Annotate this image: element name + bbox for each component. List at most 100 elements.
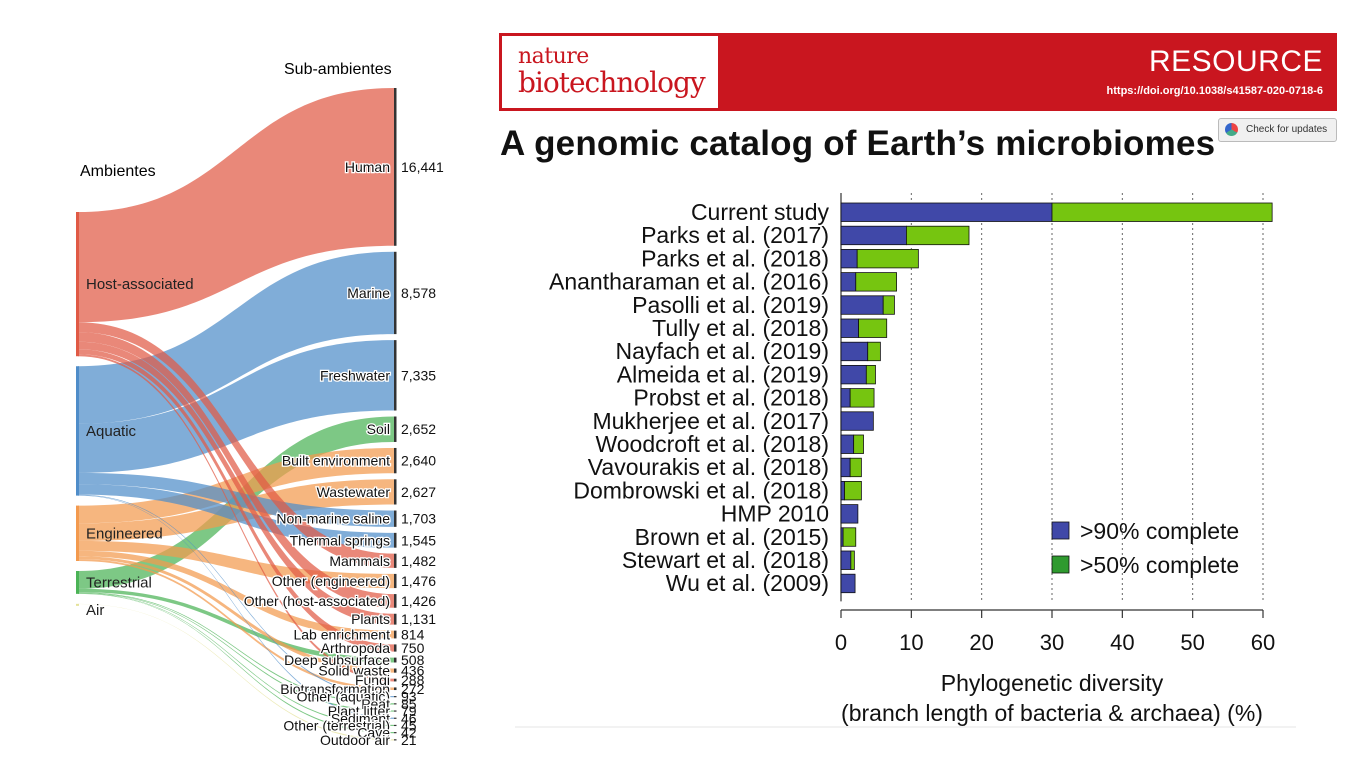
x-tick-label: 0: [835, 630, 847, 655]
category-label: HMP 2010: [721, 501, 829, 527]
sankey-target-value: 46: [401, 710, 417, 726]
sankey-source-label: Host-associated: [86, 276, 194, 293]
sankey-flow: [78, 341, 394, 625]
sankey-target-node: [394, 732, 397, 734]
bar-90-complete: [840, 225, 907, 246]
legend-swatch-50: [1051, 555, 1070, 574]
sankey-target-node: [394, 251, 397, 335]
logo-line-biotechnology: biotechnology: [518, 66, 706, 99]
legend-label-50: >50% complete: [1080, 552, 1239, 578]
sankey-source-node: [76, 570, 79, 594]
bar-50-complete: [882, 295, 895, 315]
sankey-target-label: Fungi: [355, 672, 390, 688]
sankey-target-value: 45: [401, 717, 417, 733]
sankey-flow: [78, 593, 394, 727]
sankey-target-label: Other (host-associated): [244, 593, 390, 609]
sankey-target-value: 16,441: [401, 159, 444, 175]
sankey-target-label: Wastewater: [317, 484, 391, 500]
sankey-target-label: Other (aquatic): [297, 689, 390, 705]
category-label: Nayfach et al. (2019): [615, 338, 829, 364]
bar-90-complete: [840, 272, 857, 292]
bar-90-complete: [840, 480, 845, 501]
sankey-target-value: 1,131: [401, 611, 436, 627]
category-label: Almeida et al. (2019): [617, 361, 829, 387]
sankey-target-value: 288: [401, 672, 425, 688]
sankey-flow: [78, 592, 394, 705]
bar-90-complete: [840, 434, 855, 454]
sankey-source-node: [76, 212, 79, 357]
sankey-target-node: [394, 573, 397, 589]
sankey-target-node: [394, 644, 397, 652]
sankey-target-node: [394, 710, 397, 712]
category-label: Stewart et al. (2018): [622, 547, 829, 573]
check-updates-label: Check for updates: [1246, 124, 1328, 135]
x-tick-label: 50: [1180, 630, 1204, 655]
sankey-target-value: 21: [401, 732, 417, 748]
sankey-target-label: Non-marine saline: [276, 511, 390, 527]
x-axis-subtitle: (branch length of bacteria & archaea) (%…: [841, 700, 1263, 726]
sankey-target-label: Other (terrestrial): [283, 717, 390, 733]
category-label: Current study: [691, 199, 830, 225]
sankey-target-node: [394, 739, 397, 741]
bar-50-complete: [849, 388, 875, 408]
sankey-target-value: 8,578: [401, 285, 436, 301]
sankey-target-label: Plant litter: [328, 703, 391, 719]
sankey-target-node: [394, 532, 397, 548]
sankey-target-label: Cave: [357, 725, 390, 741]
bar-90-complete: [840, 202, 1053, 222]
sankey-target-node: [394, 594, 397, 608]
sankey-target-node: [394, 553, 397, 568]
bar-90-complete: [840, 318, 859, 338]
sankey-flow: [78, 349, 394, 652]
category-label: Anantharaman et al. (2016): [549, 269, 829, 295]
bar-90-complete: [840, 411, 874, 431]
bar-50-complete: [1051, 202, 1273, 222]
sankey-flow: [78, 494, 394, 698]
sankey-target-label: Mammals: [329, 553, 390, 569]
category-label: Dombrowski et al. (2018): [573, 477, 829, 503]
check-updates-button[interactable]: Check for updates: [1218, 118, 1337, 142]
bar-50-complete: [855, 272, 897, 292]
journal-logo: nature biotechnology: [502, 36, 718, 108]
sankey-target-value: 750: [401, 640, 425, 656]
category-label: Brown et al. (2015): [635, 524, 829, 550]
bar-90-complete: [840, 248, 858, 269]
bar-50-complete: [858, 318, 888, 338]
sankey-target-value: 1,545: [401, 532, 436, 548]
sankey-target-value: 93: [401, 689, 417, 705]
sankey-flow: [78, 332, 394, 608]
sankey-target-node: [394, 416, 397, 442]
ambientes-label: Ambientes: [80, 163, 156, 180]
sankey-target-value: 42: [401, 725, 417, 741]
sankey-target-node: [394, 510, 397, 527]
sankey-target-value: 814: [401, 627, 425, 643]
x-tick-label: 30: [1040, 630, 1064, 655]
bar-90-complete: [840, 388, 851, 408]
category-label: Mukherjee et al. (2017): [592, 408, 829, 434]
sankey-target-label: Outdoor air: [320, 732, 390, 748]
journal-header: nature biotechnology RESOURCE https://do…: [499, 33, 1337, 111]
subambientes-label: Sub-ambientes: [284, 61, 392, 78]
bar-50-complete: [865, 364, 876, 385]
sankey-target-value: 79: [401, 703, 417, 719]
doi-link[interactable]: https://doi.org/10.1038/s41587-020-0718-…: [1106, 85, 1323, 97]
sankey-target-label: Other (engineered): [272, 573, 390, 589]
sankey-flow: [78, 588, 394, 663]
legend-label-90: >90% complete: [1080, 518, 1239, 544]
sankey-target-label: Deep subsurface: [284, 652, 390, 668]
x-tick-label: 60: [1251, 630, 1275, 655]
sankey-target-value: 85: [401, 696, 417, 712]
x-tick-label: 20: [969, 630, 993, 655]
sankey-flow: [78, 550, 394, 639]
sankey-target-node: [394, 630, 397, 639]
x-tick-label: 10: [899, 630, 923, 655]
sankey-target-label: Sediment: [331, 710, 390, 726]
sankey-target-node: [394, 668, 397, 673]
bar-90-complete: [840, 295, 884, 315]
sankey-flow: [78, 340, 394, 473]
sankey-target-value: 2,652: [401, 421, 436, 437]
sankey-target-node: [394, 703, 397, 705]
sankey-target-value: 7,335: [401, 367, 436, 383]
sankey-source-label: Terrestrial: [86, 574, 152, 591]
sankey-target-label: Lab enrichment: [293, 627, 390, 643]
